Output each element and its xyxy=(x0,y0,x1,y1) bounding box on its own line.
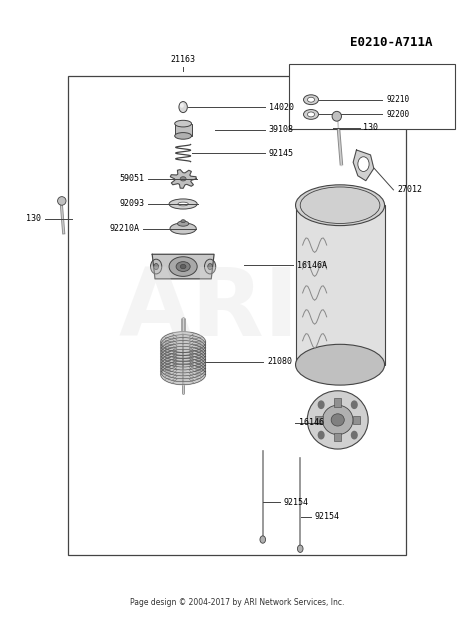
Bar xyxy=(289,64,455,129)
Bar xyxy=(353,415,360,424)
Ellipse shape xyxy=(170,223,196,234)
Ellipse shape xyxy=(296,185,384,225)
Ellipse shape xyxy=(322,405,353,435)
Text: 27012: 27012 xyxy=(397,185,422,194)
Ellipse shape xyxy=(180,264,186,269)
Bar xyxy=(296,206,384,365)
Ellipse shape xyxy=(181,220,185,223)
Polygon shape xyxy=(353,150,374,181)
Ellipse shape xyxy=(332,111,341,121)
Bar xyxy=(334,433,341,441)
Ellipse shape xyxy=(303,110,319,119)
Text: 92093: 92093 xyxy=(119,199,144,209)
Ellipse shape xyxy=(308,112,315,117)
Bar xyxy=(68,76,406,555)
Text: 130: 130 xyxy=(26,214,41,223)
Bar xyxy=(334,399,341,407)
Text: ARI: ARI xyxy=(118,264,299,355)
Ellipse shape xyxy=(177,221,189,226)
Text: 92210: 92210 xyxy=(387,95,410,104)
Text: 14020: 14020 xyxy=(269,103,294,111)
Polygon shape xyxy=(152,254,214,279)
Text: Page design © 2004-2017 by ARI Network Services, Inc.: Page design © 2004-2017 by ARI Network S… xyxy=(130,598,344,607)
Polygon shape xyxy=(161,332,206,352)
Circle shape xyxy=(208,264,212,270)
Ellipse shape xyxy=(175,120,191,127)
Circle shape xyxy=(204,259,216,274)
Ellipse shape xyxy=(180,176,186,181)
Text: 16146: 16146 xyxy=(299,418,324,428)
Bar xyxy=(175,124,191,136)
Ellipse shape xyxy=(176,262,190,272)
Text: 92145: 92145 xyxy=(269,149,294,158)
Text: 16146A: 16146A xyxy=(297,261,327,270)
Polygon shape xyxy=(161,344,206,364)
Circle shape xyxy=(179,102,187,113)
Text: 92154: 92154 xyxy=(314,513,339,521)
Bar xyxy=(315,415,323,424)
Circle shape xyxy=(181,104,183,107)
Polygon shape xyxy=(161,337,206,358)
Polygon shape xyxy=(161,340,206,361)
Ellipse shape xyxy=(296,344,384,385)
Text: LOOSE: LOOSE xyxy=(294,82,317,92)
Ellipse shape xyxy=(175,132,191,139)
Polygon shape xyxy=(161,350,206,370)
Polygon shape xyxy=(161,364,206,384)
Circle shape xyxy=(351,431,357,439)
Circle shape xyxy=(358,157,369,171)
Circle shape xyxy=(319,401,324,409)
Ellipse shape xyxy=(169,199,197,209)
Text: 21163: 21163 xyxy=(171,55,196,64)
Ellipse shape xyxy=(308,97,315,102)
Circle shape xyxy=(151,259,162,274)
Circle shape xyxy=(154,264,158,270)
Text: 21080: 21080 xyxy=(267,357,292,366)
Ellipse shape xyxy=(303,95,319,105)
Polygon shape xyxy=(161,347,206,367)
Text: E0210-A711A: E0210-A711A xyxy=(350,36,433,49)
Polygon shape xyxy=(161,358,206,379)
Text: 92154: 92154 xyxy=(284,498,309,506)
Ellipse shape xyxy=(307,391,368,449)
Circle shape xyxy=(351,401,357,409)
Ellipse shape xyxy=(57,197,66,206)
Polygon shape xyxy=(170,170,196,188)
Polygon shape xyxy=(161,352,206,373)
Polygon shape xyxy=(161,355,206,376)
Text: 130: 130 xyxy=(364,123,378,132)
Ellipse shape xyxy=(178,202,188,206)
Text: 39108: 39108 xyxy=(269,125,294,134)
Ellipse shape xyxy=(169,257,197,276)
Circle shape xyxy=(260,536,265,543)
Circle shape xyxy=(319,431,324,439)
Polygon shape xyxy=(161,335,206,355)
Ellipse shape xyxy=(331,413,344,426)
Text: 92210A: 92210A xyxy=(109,224,139,233)
Text: 92200: 92200 xyxy=(387,110,410,119)
Polygon shape xyxy=(161,361,206,382)
Text: PARTS SHIPPED: PARTS SHIPPED xyxy=(294,71,354,79)
Text: 59051: 59051 xyxy=(119,175,144,183)
Circle shape xyxy=(297,545,303,552)
